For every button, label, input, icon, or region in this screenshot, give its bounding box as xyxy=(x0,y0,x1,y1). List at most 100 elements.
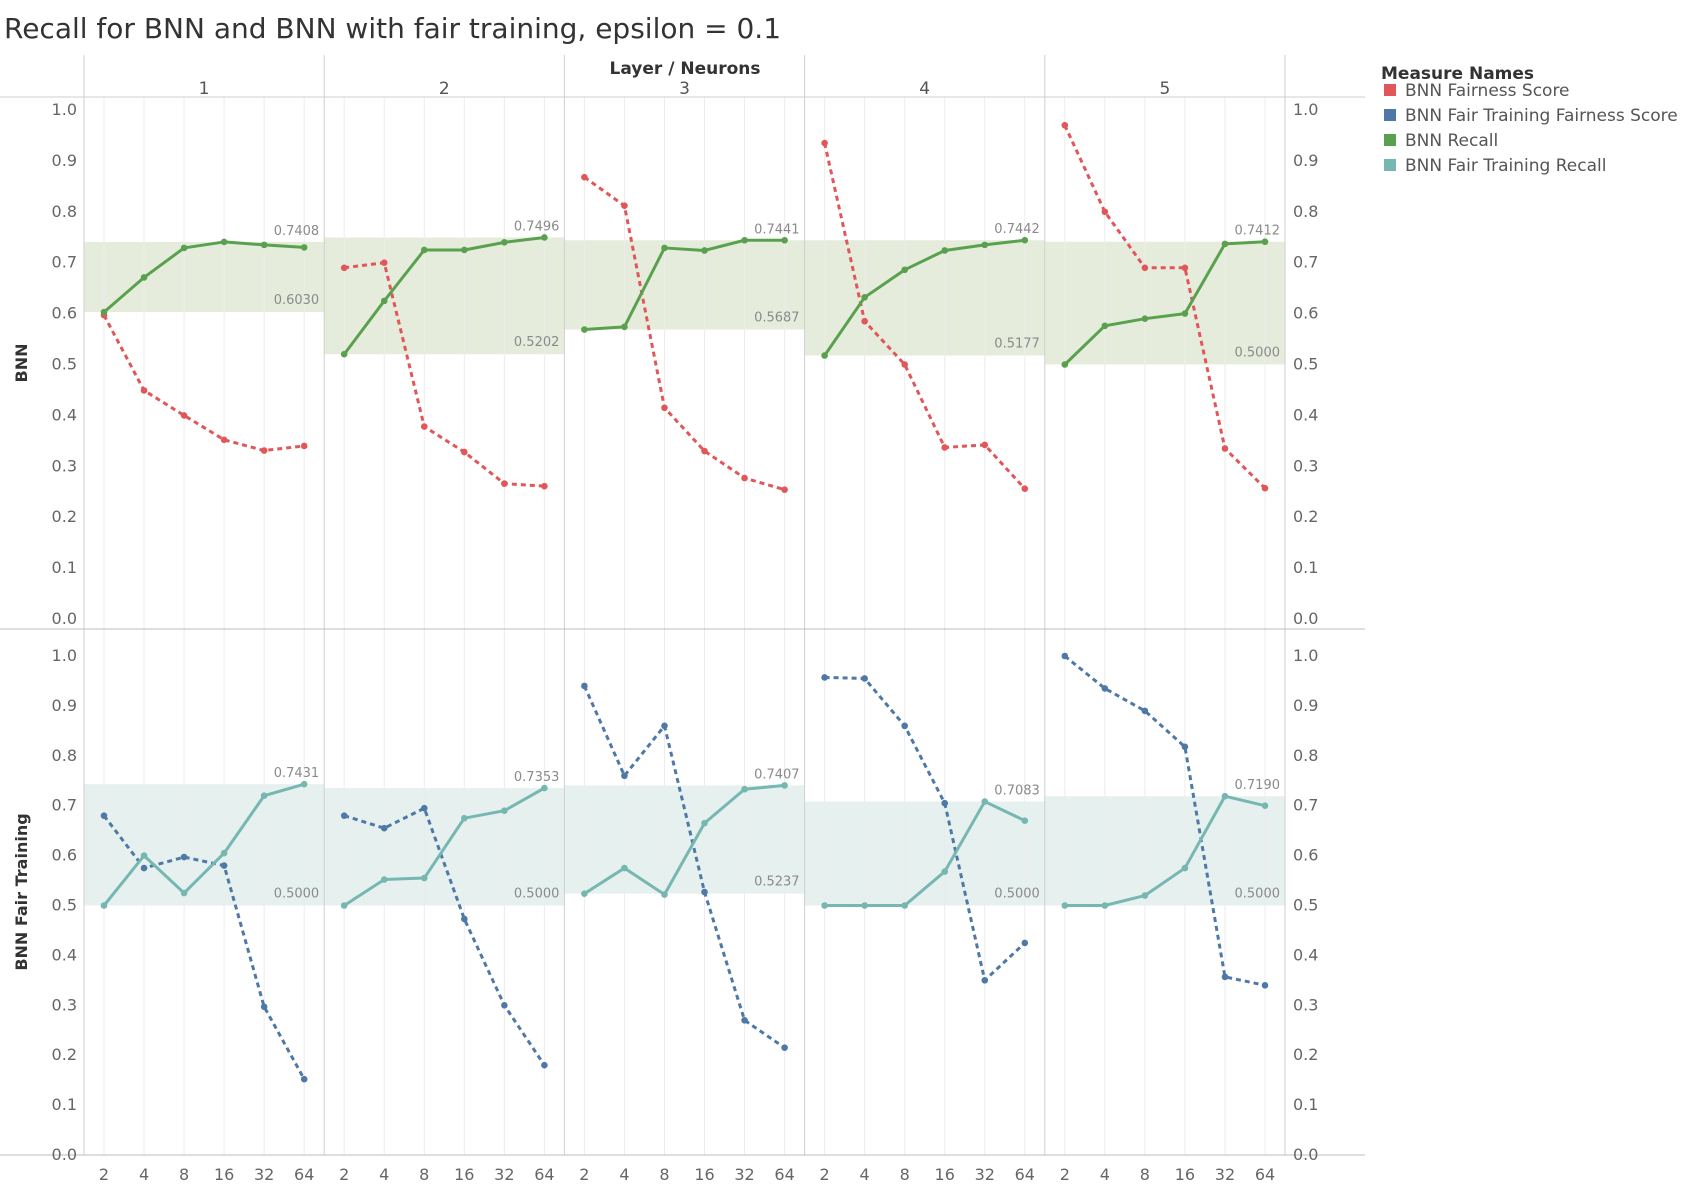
fairness-point xyxy=(100,812,108,819)
x-tick-label: 64 xyxy=(534,1165,554,1184)
recall-point xyxy=(781,782,788,789)
recall-line xyxy=(103,240,305,314)
recall-point xyxy=(981,798,989,805)
y-tick-label-left: 0.5 xyxy=(52,896,77,915)
recall-point xyxy=(300,780,308,788)
recall-point xyxy=(581,326,588,333)
fairness-point xyxy=(1061,652,1069,660)
band-min-label: 0.5000 xyxy=(994,887,1040,902)
x-tick-label: 16 xyxy=(935,1165,955,1184)
fairness-point xyxy=(220,436,228,444)
recall-line xyxy=(1064,794,1266,907)
fairness-point xyxy=(1021,485,1029,492)
fairness-point xyxy=(621,202,628,209)
reference-band xyxy=(84,784,325,906)
y-tick-label-right: 0.1 xyxy=(1293,558,1318,577)
y-tick-label-right: 0.5 xyxy=(1293,355,1318,374)
y-tick-label-right: 1.0 xyxy=(1293,646,1318,665)
recall-point xyxy=(380,876,388,883)
legend-item-label: BNN Recall xyxy=(1405,131,1498,151)
fairness-point xyxy=(140,387,148,394)
y-tick-label-right: 0.4 xyxy=(1293,405,1318,424)
band-max-label: 0.7431 xyxy=(274,766,320,781)
x-tick-label: 2 xyxy=(579,1165,589,1184)
x-tick-label: 4 xyxy=(860,1165,870,1184)
recall-line xyxy=(1063,240,1266,366)
y-tick-label-right: 0.2 xyxy=(1293,507,1318,526)
band-min-label: 0.5202 xyxy=(514,335,560,350)
fairness-line xyxy=(1063,654,1266,987)
recall-point xyxy=(581,890,588,897)
y-tick-label-right: 0.3 xyxy=(1293,995,1318,1014)
recall-point xyxy=(1261,238,1269,246)
recall-point xyxy=(220,238,228,246)
band-max-label: 0.7190 xyxy=(1235,778,1281,793)
recall-line xyxy=(583,783,785,897)
fairness-point xyxy=(981,977,989,984)
fairness-point xyxy=(941,444,949,451)
y-tick-label-right: 0.8 xyxy=(1293,202,1318,221)
x-tick-label: 4 xyxy=(139,1165,149,1184)
reference-band xyxy=(1044,796,1285,906)
y-tick-label-right: 0.3 xyxy=(1293,456,1318,475)
fairness-point xyxy=(340,264,348,272)
recall-point xyxy=(1021,236,1029,244)
recall-line xyxy=(584,238,785,332)
recall-point xyxy=(741,785,748,793)
legend-swatch xyxy=(1384,134,1396,146)
column-label-4: 4 xyxy=(919,79,930,99)
fairness-point xyxy=(941,799,949,807)
recall-point xyxy=(981,241,989,249)
y-tick-label-left: 1.0 xyxy=(52,100,77,119)
band-max-label: 0.7408 xyxy=(274,224,320,239)
fairness-point xyxy=(1101,685,1109,692)
fairness-point xyxy=(1261,982,1269,989)
y-tick-label-left: 0.2 xyxy=(52,1045,77,1064)
band-max-label: 0.7083 xyxy=(994,784,1040,799)
recall-point xyxy=(1221,792,1229,800)
y-tick-label-left: 0.3 xyxy=(52,456,77,475)
fairness-point xyxy=(340,812,348,819)
recall-point xyxy=(420,246,428,254)
fairness-point xyxy=(180,853,188,861)
fairness-point xyxy=(220,862,228,869)
fairness-point xyxy=(461,448,468,456)
recall-line xyxy=(343,786,546,907)
x-tick-label: 32 xyxy=(254,1165,274,1184)
legend-swatch xyxy=(1384,159,1396,171)
y-tick-label-right: 0.6 xyxy=(1293,846,1318,865)
column-label-5: 5 xyxy=(1159,79,1170,99)
recall-point xyxy=(1061,361,1069,368)
x-tick-label: 2 xyxy=(339,1165,349,1184)
y-tick-label-right: 0.7 xyxy=(1293,253,1318,272)
x-tick-label: 4 xyxy=(1100,1165,1110,1184)
y-tick-label-left: 0.7 xyxy=(52,253,77,272)
recall-point xyxy=(661,891,668,898)
x-tick-label: 64 xyxy=(294,1165,314,1184)
recall-point xyxy=(100,308,108,316)
fairness-point xyxy=(541,1061,548,1069)
fairness-point xyxy=(781,486,788,494)
recall-point xyxy=(180,244,188,252)
recall-point xyxy=(941,868,949,875)
recall-point xyxy=(861,294,868,301)
fairness-point xyxy=(541,482,548,490)
x-tick-label: 8 xyxy=(659,1165,669,1184)
recall-point xyxy=(821,352,828,359)
x-tick-label: 2 xyxy=(99,1165,109,1184)
recall-line xyxy=(823,238,1025,357)
recall-point xyxy=(100,902,108,909)
recall-point xyxy=(1021,817,1029,824)
y-tick-label-left: 0.6 xyxy=(52,304,77,323)
band-min-label: 0.5000 xyxy=(1235,346,1281,361)
recall-point xyxy=(1181,310,1189,317)
y-tick-label-left: 0.4 xyxy=(52,945,77,964)
recall-point xyxy=(1181,864,1189,872)
recall-point xyxy=(1061,902,1069,909)
fairness-point xyxy=(180,412,188,419)
row-label: BNN Fair Training xyxy=(12,813,31,970)
recall-point xyxy=(180,889,188,897)
column-label-3: 3 xyxy=(679,79,690,99)
fairness-point xyxy=(300,1075,308,1083)
band-max-label: 0.7412 xyxy=(1235,224,1281,239)
